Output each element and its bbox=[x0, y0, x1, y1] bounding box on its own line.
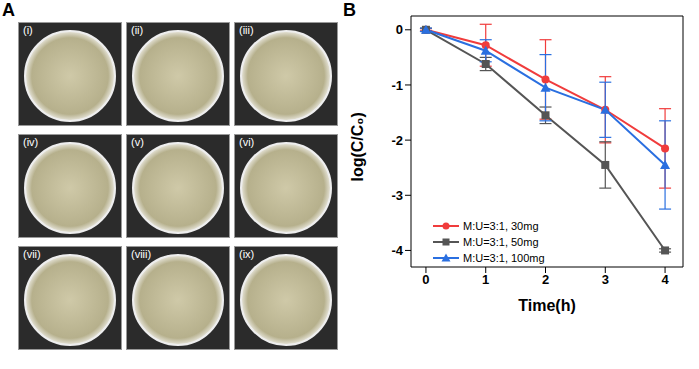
html-text:A: A bbox=[2, 0, 15, 20]
svg-text:-2: -2 bbox=[391, 133, 403, 148]
svg-text:4: 4 bbox=[661, 272, 669, 287]
html-text:M:U=3:1, 30mg: M:U=3:1, 30mg bbox=[463, 220, 539, 232]
svg-text:0: 0 bbox=[396, 22, 403, 37]
html-text:(v): (v) bbox=[131, 136, 144, 148]
svg-text:Time(h): Time(h) bbox=[518, 297, 575, 314]
svg-text:3: 3 bbox=[602, 272, 609, 287]
html-text:(viii): (viii) bbox=[131, 248, 152, 260]
html-text:(iv): (iv) bbox=[23, 136, 39, 148]
html-text:(ii): (ii) bbox=[131, 24, 144, 36]
svg-text:1: 1 bbox=[482, 272, 489, 287]
html-text:M:U=3:1, 50mg: M:U=3:1, 50mg bbox=[463, 236, 539, 248]
svg-text:-3: -3 bbox=[391, 188, 403, 203]
svg-text:-1: -1 bbox=[391, 78, 403, 93]
svg-text:2: 2 bbox=[542, 272, 549, 287]
html-text:(ix): (ix) bbox=[239, 248, 255, 260]
svg-text:0: 0 bbox=[422, 272, 429, 287]
html-text:(iii): (iii) bbox=[239, 24, 254, 36]
html-text:B: B bbox=[343, 0, 356, 20]
html-text:(vi): (vi) bbox=[239, 136, 255, 148]
svg-text:log(C/C₀): log(C/C₀) bbox=[349, 112, 366, 181]
svg-text:-4: -4 bbox=[391, 243, 403, 258]
html-text:M:U=3:1, 100mg: M:U=3:1, 100mg bbox=[463, 252, 545, 264]
html-text:(i): (i) bbox=[23, 24, 33, 36]
html-text:(vii): (vii) bbox=[23, 248, 41, 260]
